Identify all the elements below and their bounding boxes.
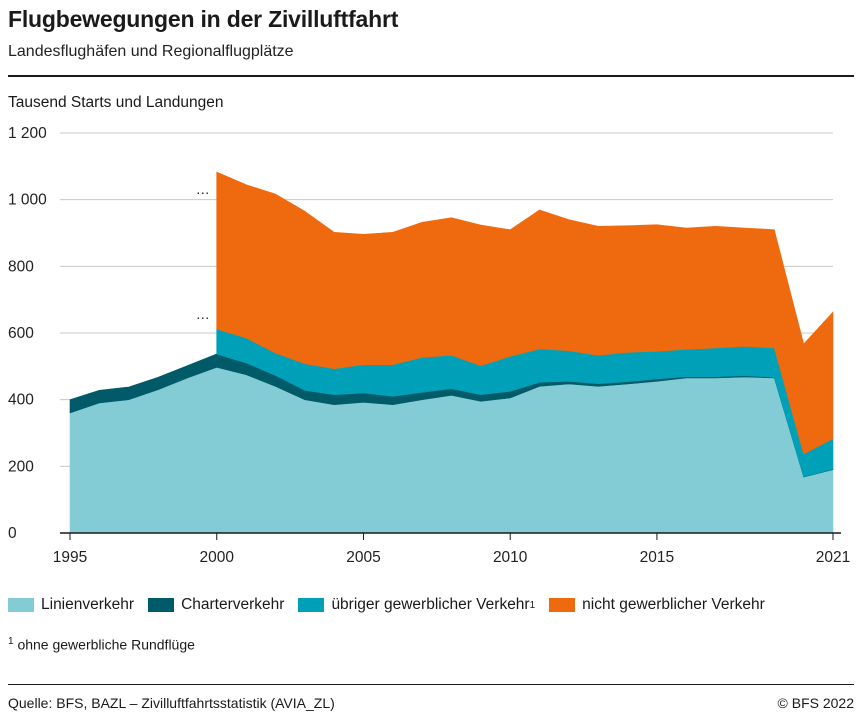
footnote: 1 ohne gewerbliche Rundflüge xyxy=(8,636,195,653)
footnote-marker: 1 xyxy=(8,636,14,647)
x-tick-label-1995: 1995 xyxy=(53,549,87,566)
legend-label-uebriger-gewerblicher-verkehr: übriger gewerblicher Verkehr xyxy=(331,596,530,613)
source-note: Quelle: BFS, BAZL – Zivilluftfahrtsstati… xyxy=(8,695,335,711)
x-tick-label-2021: 2021 xyxy=(816,549,850,566)
chart-subtitle: Landesflughäfen und Regionalflugplätze xyxy=(8,43,294,60)
missing-data-marker-upper-teal: … xyxy=(196,306,210,322)
legend-item-linienverkehr: Linienverkehr xyxy=(8,596,134,614)
x-tick-label-2010: 2010 xyxy=(493,549,528,566)
legend-item-nicht-gewerblicher-verkehr: nicht gewerblicher Verkehr xyxy=(549,596,765,614)
legend-label-nicht-gewerblicher-verkehr: nicht gewerblicher Verkehr xyxy=(582,596,765,613)
y-tick-label-1000: 1 000 xyxy=(8,192,47,209)
y-axis-label: Tausend Starts und Landungen xyxy=(8,94,224,111)
legend-label-linienverkehr: Linienverkehr xyxy=(41,596,135,613)
missing-data-marker-orange: … xyxy=(196,181,210,197)
legend-label-charterverkehr: Charterverkehr xyxy=(181,596,285,613)
copyright: © BFS 2022 xyxy=(777,695,854,711)
x-tick-label-2005: 2005 xyxy=(346,549,380,566)
y-tick-label-800: 800 xyxy=(8,258,34,275)
legend-swatch-linienverkehr xyxy=(8,598,34,612)
y-tick-label-0: 0 xyxy=(8,525,17,542)
legend-swatch-uebriger-gewerblicher-verkehr xyxy=(298,598,325,612)
legend-item-charterverkehr: Charterverkehr xyxy=(148,596,284,614)
y-tick-label-1200: 1 200 xyxy=(8,125,47,142)
area-chart: 0 200 400 600 800 1 000 1 200 … … 1995 2000 2005 201… xyxy=(8,125,850,566)
legend: Linienverkehr Charterverkehr übriger gew… xyxy=(8,596,779,614)
chart-title: Flugbewegungen in der Zivilluftfahrt xyxy=(8,6,399,32)
x-tick-label-2000: 2000 xyxy=(199,549,234,566)
bottom-divider xyxy=(8,684,854,685)
legend-swatch-nicht-gewerblicher-verkehr xyxy=(549,598,576,612)
legend-footnote-ref: 1 xyxy=(529,599,536,611)
area-nicht-gewerblicher-verkehr xyxy=(216,171,834,455)
y-tick-label-600: 600 xyxy=(8,325,34,342)
legend-swatch-charterverkehr xyxy=(148,598,175,612)
y-tick-label-200: 200 xyxy=(8,458,34,475)
legend-item-uebriger-gewerblicher-verkehr: übriger gewerblicher Verkehr 1 xyxy=(298,596,535,614)
x-tick-label-2015: 2015 xyxy=(640,549,674,566)
y-tick-label-400: 400 xyxy=(8,392,34,409)
top-divider xyxy=(8,75,854,77)
footnote-text: ohne gewerbliche Rundflüge xyxy=(17,636,195,653)
